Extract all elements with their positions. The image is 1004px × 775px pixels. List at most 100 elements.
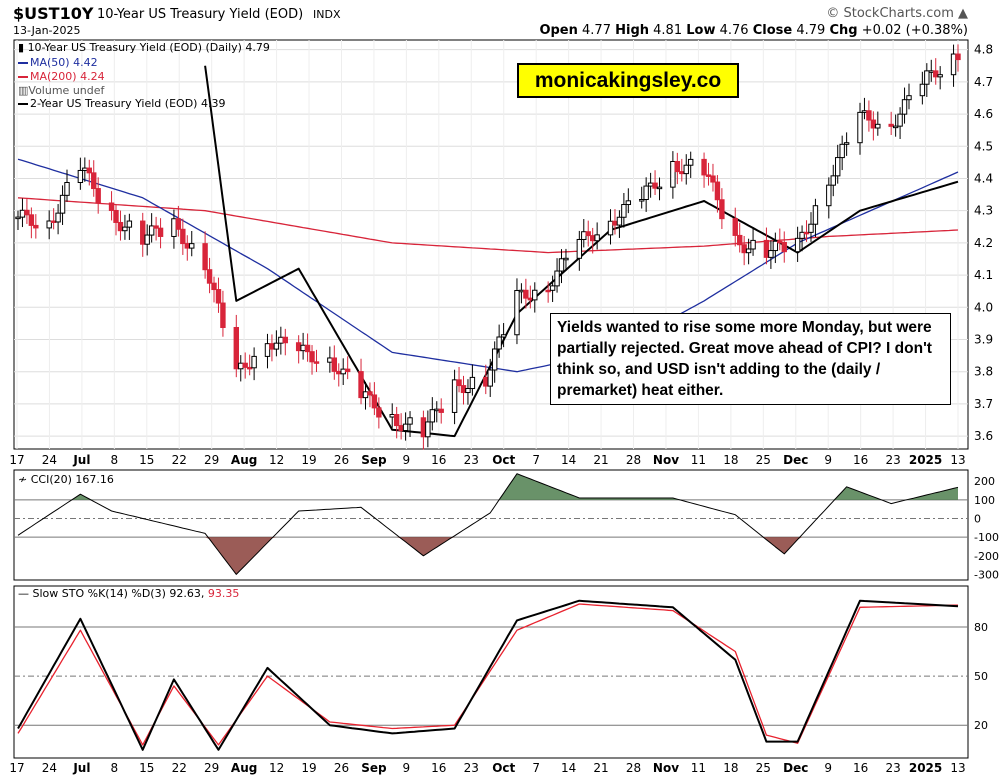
candle-body xyxy=(233,327,239,370)
bottom-x-tick: 14 xyxy=(561,761,576,775)
candle-body xyxy=(866,110,872,121)
candle-body xyxy=(215,289,222,304)
close-label: Close xyxy=(752,23,793,38)
bottom-x-tick: 2025 xyxy=(909,761,942,775)
candle-body xyxy=(607,220,614,236)
price-axis-tick: 4.1 xyxy=(974,268,993,282)
candle-body xyxy=(670,160,676,188)
price-axis-tick: 3.6 xyxy=(974,429,993,443)
bottom-x-tick: 13 xyxy=(950,761,965,775)
candle-body xyxy=(826,184,832,207)
cci-axis-tick: 0 xyxy=(974,512,981,525)
candle-body xyxy=(64,181,70,196)
bottom-x-tick: 9 xyxy=(403,761,411,775)
candle-body xyxy=(612,220,618,226)
bottom-x-tick: Aug xyxy=(231,761,257,775)
candle-body xyxy=(95,188,101,204)
bottom-x-tick: 15 xyxy=(139,761,154,775)
candle-body xyxy=(621,204,627,218)
candle-body xyxy=(126,220,133,228)
price-x-tick: 9 xyxy=(824,453,832,467)
bottom-x-tick: 18 xyxy=(723,761,738,775)
price-x-tick: 14 xyxy=(561,453,576,467)
sto-axis-tick: 50 xyxy=(974,670,988,683)
candle-body xyxy=(242,362,248,368)
bottom-x-tick: 7 xyxy=(532,761,540,775)
candle-body xyxy=(304,344,311,353)
line-swatch-icon xyxy=(18,76,28,78)
bottom-x-tick: Nov xyxy=(653,761,679,775)
candle-body xyxy=(732,218,738,236)
line-icon: — xyxy=(18,587,29,600)
candle-body xyxy=(496,336,502,350)
candle-body xyxy=(843,142,850,145)
line-icon: ≁ xyxy=(18,473,28,486)
price-x-tick: 16 xyxy=(853,453,868,467)
candle-body xyxy=(487,369,493,387)
price-x-tick: 23 xyxy=(464,453,479,467)
bottom-x-tick: 29 xyxy=(204,761,219,775)
bottom-x-tick: 21 xyxy=(593,761,608,775)
price-axis-tick: 4.3 xyxy=(974,204,993,218)
triangle-up-icon: ▲ xyxy=(953,6,968,21)
candle-body xyxy=(282,336,288,344)
candle-body xyxy=(870,119,877,129)
candle-body xyxy=(545,289,551,293)
sto-axis-tick: 20 xyxy=(974,719,988,732)
candle-body xyxy=(238,362,244,370)
bottom-x-tick: 9 xyxy=(824,761,832,775)
candle-body xyxy=(594,234,600,242)
candle-body xyxy=(674,160,681,173)
price-x-tick: Oct xyxy=(492,453,515,467)
candle-body xyxy=(892,125,899,129)
candle-body xyxy=(875,123,881,129)
candle-body xyxy=(367,391,373,396)
panel-border-1 xyxy=(13,39,969,450)
candle-body xyxy=(897,113,903,127)
candle-body xyxy=(393,413,400,427)
candle-icon: ▮ xyxy=(18,41,25,54)
candle-body xyxy=(701,158,707,176)
candle-body xyxy=(180,228,186,245)
candle-body xyxy=(420,417,427,438)
candle-body xyxy=(585,231,591,237)
candle-body xyxy=(202,243,208,271)
candle-body xyxy=(955,53,961,61)
cci-panel-title: ≁ CCI(20) 167.16 xyxy=(18,473,114,486)
candle-body xyxy=(768,250,774,258)
bottom-x-tick: 16 xyxy=(853,761,868,775)
open-label: Open xyxy=(539,23,578,38)
bottom-x-tick: 16 xyxy=(431,761,446,775)
price-x-tick: 15 xyxy=(139,453,154,467)
candle-body xyxy=(153,225,159,229)
stockcharts-brand[interactable]: © StockCharts.com ▲ xyxy=(826,6,968,21)
bottom-x-tick: 8 xyxy=(111,761,119,775)
candle-body xyxy=(300,344,306,352)
bottom-x-tick: Sep xyxy=(361,761,387,775)
candle-body xyxy=(24,209,30,216)
candle-body xyxy=(122,226,128,232)
candle-body xyxy=(82,167,88,171)
price-x-tick: 28 xyxy=(626,453,641,467)
candle-body xyxy=(425,421,431,438)
legend-ma50: MA(50) 4.42 xyxy=(18,56,98,69)
line-swatch-icon xyxy=(18,62,28,64)
close-value: 4.79 xyxy=(796,23,826,38)
candle-body xyxy=(407,417,413,425)
bottom-x-tick: 23 xyxy=(464,761,479,775)
cci-axis-tick: -100 xyxy=(974,531,999,544)
candle-body xyxy=(246,366,253,370)
price-axis-tick: 4.2 xyxy=(974,236,993,250)
candle-body xyxy=(589,235,596,242)
cci-axis-tick: 100 xyxy=(974,494,995,507)
candle-body xyxy=(273,342,280,350)
candle-body xyxy=(175,218,182,230)
candle-body xyxy=(371,394,378,409)
price-x-tick: 12 xyxy=(269,453,284,467)
candle-body xyxy=(264,343,271,357)
sto-d-line xyxy=(17,603,959,746)
legend-ma200: MA(200) 4.24 xyxy=(18,70,105,83)
legend-volume-label: Volume undef xyxy=(28,84,105,97)
candle-body xyxy=(91,172,97,190)
